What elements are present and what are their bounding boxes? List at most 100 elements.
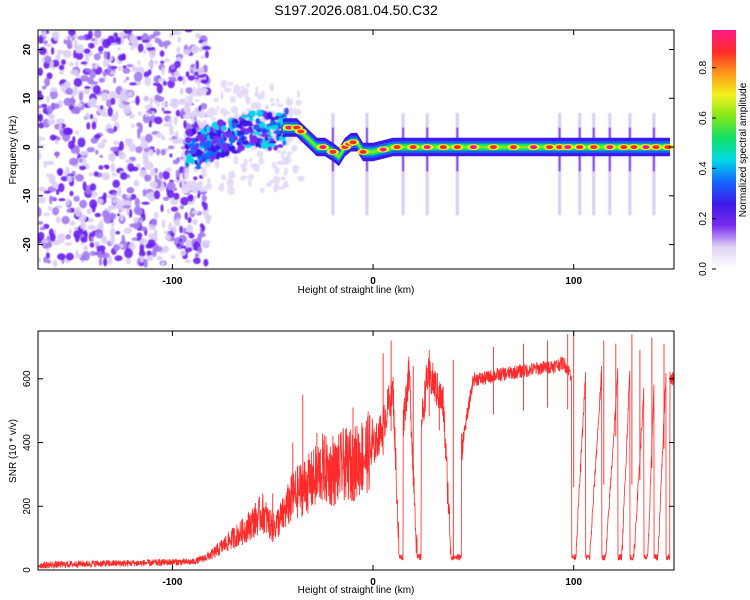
noise-blob [146,47,155,51]
noise-blob [118,149,124,159]
noise-blob [162,196,170,201]
noise-blob [161,66,165,75]
noise-blob [154,245,163,252]
peak-core [530,145,538,150]
noise-blob [166,208,171,214]
noise-blob [71,108,80,114]
halo-blob [221,174,227,181]
noise-blob [50,87,58,92]
noise-blob [58,198,66,202]
noise-blob [120,88,129,99]
noise-blob [137,43,144,53]
noise-blob [123,104,132,115]
noise-blob [143,258,148,268]
noise-blob [43,190,52,194]
noise-blob [123,30,133,35]
halo-blob [241,165,246,173]
peak-core [379,147,387,152]
noise-blob [79,199,88,209]
noise-blob [190,64,196,68]
scatter-blob [217,129,222,137]
noise-blob [161,107,165,112]
noise-blob [75,249,79,259]
halo-blob [291,144,298,152]
colorbar: 0.0 0.2 0.4 0.6 0.8 Normalized spectral ampl… [698,30,749,276]
noise-blob [169,32,174,38]
noise-blob [62,49,72,58]
spectrogram-ytick-label: 20 [22,44,33,56]
noise-blob [139,238,148,245]
noise-blob [52,103,60,109]
noise-blob [109,228,116,238]
noise-blob [142,213,146,222]
noise-blob [107,106,113,117]
noise-blob [101,112,109,117]
halo-blob [292,165,300,170]
noise-blob [136,232,143,238]
halo-blob [208,107,216,113]
noise-blob [129,223,138,228]
spectrogram-ytick-label: -20 [22,237,33,252]
noise-blob [83,48,91,54]
noise-blob [38,207,42,217]
noise-blob [137,111,143,116]
noise-blob [56,188,60,196]
noise-blob [102,71,108,77]
halo-blob [277,186,286,190]
noise-blob [156,255,163,261]
halo-blob [230,106,239,114]
noise-blob [75,51,84,60]
noise-blob [143,71,150,78]
noise-blob [55,216,61,224]
noise-blob [38,67,43,76]
scatter-blob [216,119,225,127]
scatter-blob [214,145,221,151]
noise-blob [175,169,181,178]
noise-blob [204,50,209,59]
noise-blob [38,186,47,192]
spectrogram-frame [37,29,675,270]
noise-blob [148,223,156,231]
colorbar-tick-label: 0.6 [698,111,709,125]
noise-blob [179,225,183,234]
peak-core [319,145,327,150]
halo-blob [236,89,244,99]
scatter-blob [236,147,242,154]
noise-blob [118,141,124,151]
scatter-blob [260,141,269,150]
noise-blob [173,192,180,200]
noise-blob [68,140,75,150]
noise-blob [112,179,120,188]
noise-blob [108,91,117,101]
snr-ytick-label: 400 [22,434,33,451]
halo-blob [197,81,201,87]
noise-blob [135,95,140,106]
scatter-blob [252,125,260,130]
peak-core [359,149,367,154]
scatter-blob [199,141,205,146]
noise-blob [101,138,108,144]
noise-blob [162,170,170,180]
peak-core [453,145,461,150]
halo-blob [270,97,274,102]
noise-blob [187,216,192,224]
snr-panel: -100 0 100 0 200 400 600 Height of straight li… [8,330,675,596]
noise-blob [88,42,95,49]
noise-blob [154,174,158,181]
noise-blob [126,187,134,194]
scatter-blob [265,126,273,130]
scatter-blob [282,140,287,146]
noise-blob [149,169,156,177]
scatter-blob [238,116,243,122]
scatter-blob [227,145,236,152]
noise-blob [192,218,198,225]
noise-blob [50,232,56,242]
noise-blob [136,209,143,216]
noise-blob [143,155,149,164]
noise-blob [103,257,108,267]
spectrogram-ytick-label: -10 [22,188,33,203]
halo-blob [218,182,225,192]
noise-blob [172,30,182,36]
